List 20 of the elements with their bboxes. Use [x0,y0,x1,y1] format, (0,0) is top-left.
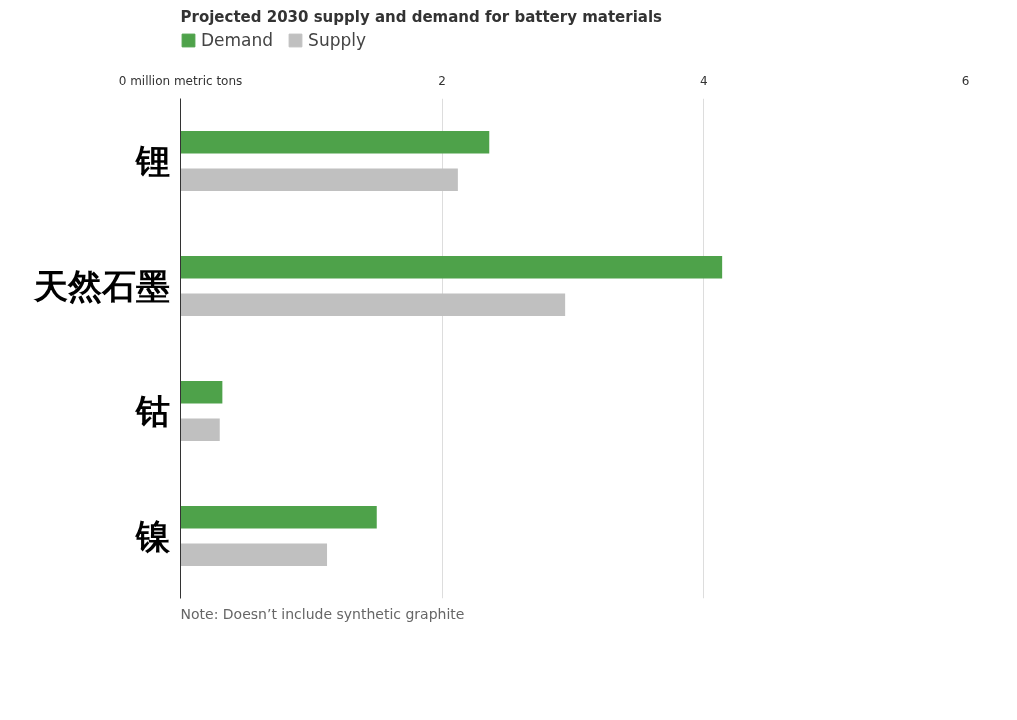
x-tick-label: 0 million metric tons [118,73,243,88]
legend-label: Supply [308,30,367,50]
y-tick-label: 钴 [133,392,170,430]
bar [180,293,566,316]
legend-label: Demand [201,30,274,50]
x-tick-label: 6 [961,73,970,88]
text: Note: Doesn’t include synthetic graphite [180,605,465,622]
bar [180,168,458,191]
bar [180,506,377,529]
bar [180,381,223,404]
x-tick-label: 4 [700,73,708,88]
chart-title: Projected 2030 supply and demand for battery materials [180,7,663,26]
y-tick-label: 天然石墨 [32,267,170,305]
bar [180,131,490,154]
bar [180,256,723,279]
bar [180,543,328,566]
x-tick-label: 2 [438,73,446,88]
y-tick-label: 锂 [133,142,170,180]
bar [180,418,220,441]
y-tick-label: 镍 [133,517,171,555]
